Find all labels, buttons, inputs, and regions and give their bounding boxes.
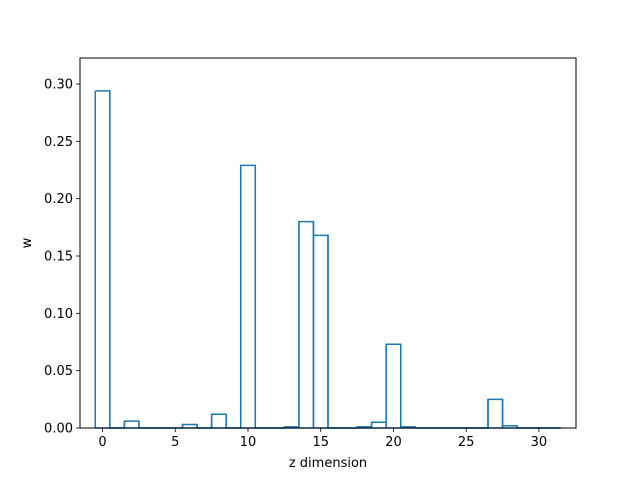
- y-tick-label-0.30: 0.30: [44, 78, 73, 93]
- x-tick-label-30: 30: [531, 435, 548, 450]
- x-tick-label-15: 15: [312, 435, 329, 450]
- y-tick-label-0.25: 0.25: [44, 135, 73, 150]
- y-axis-label: w: [20, 237, 35, 248]
- x-tick-label-20: 20: [385, 435, 402, 450]
- x-tick-label-10: 10: [240, 435, 257, 450]
- x-axis-label: z dimension: [289, 456, 367, 471]
- y-axis: 0.00 0.05 0.10 0.15 0.20 0.25 0.30: [44, 78, 80, 437]
- plot-frame: [79, 57, 577, 429]
- x-tick-label-5: 5: [171, 435, 179, 450]
- y-tick-label-0.00: 0.00: [44, 422, 73, 437]
- x-axis: 0 5 10 15 20 25 30: [98, 428, 547, 450]
- y-tick-label-0.10: 0.10: [44, 307, 73, 322]
- y-tick-label-0.15: 0.15: [44, 250, 73, 265]
- x-tick-label-25: 25: [458, 435, 475, 450]
- x-tick-label-0: 0: [98, 435, 106, 450]
- y-tick-label-0.20: 0.20: [44, 192, 73, 207]
- y-tick-label-0.05: 0.05: [44, 364, 73, 379]
